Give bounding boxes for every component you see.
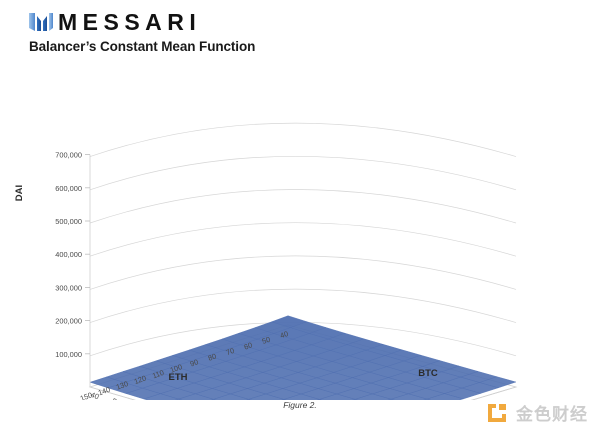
messari-m-logo-icon bbox=[29, 13, 53, 31]
svg-text:60: 60 bbox=[243, 340, 254, 351]
svg-text:40: 40 bbox=[89, 390, 100, 400]
svg-text:400,000: 400,000 bbox=[55, 250, 82, 259]
svg-text:500,000: 500,000 bbox=[55, 217, 82, 226]
svg-text:70: 70 bbox=[225, 346, 236, 357]
svg-text:200,000: 200,000 bbox=[55, 317, 82, 326]
svg-text:50: 50 bbox=[261, 335, 272, 346]
svg-text:100,000: 100,000 bbox=[55, 350, 82, 359]
svg-text:40: 40 bbox=[279, 329, 290, 340]
svg-text:150: 150 bbox=[79, 390, 94, 400]
svg-text:100: 100 bbox=[169, 362, 184, 375]
messari-brand: MESSARI bbox=[28, 6, 201, 38]
svg-text:110: 110 bbox=[151, 368, 165, 380]
svg-text:DAI: DAI bbox=[14, 185, 25, 201]
svg-text:90: 90 bbox=[189, 357, 200, 368]
watermark-text: 金色财经 bbox=[516, 405, 588, 424]
svg-text:50: 50 bbox=[111, 396, 122, 400]
figure-caption: Figure 2. bbox=[283, 400, 317, 410]
page-title: Balancer’s Constant Mean Function bbox=[29, 39, 256, 54]
svg-text:700,000: 700,000 bbox=[55, 151, 82, 160]
surface-chart: 100,000 200,000 300,000 400,000 500,000 600,0… bbox=[14, 122, 518, 400]
jinse-bracket-logo-icon bbox=[488, 403, 506, 422]
svg-text:ETH: ETH bbox=[169, 372, 188, 383]
chart-gridlines bbox=[88, 122, 518, 400]
svg-text:140: 140 bbox=[97, 385, 112, 398]
svg-text:BTC: BTC bbox=[418, 368, 438, 379]
svg-text:120: 120 bbox=[133, 373, 148, 386]
surface-mesh bbox=[89, 315, 517, 400]
chart-tick-labels: 100,000 200,000 300,000 400,000 500,000 600,0… bbox=[14, 151, 438, 400]
jinse-watermark: 金色财经 bbox=[485, 400, 588, 425]
chart-axes bbox=[89, 154, 517, 400]
brand-wordmark: MESSARI bbox=[58, 8, 202, 35]
svg-text:130: 130 bbox=[115, 379, 130, 392]
svg-text:300,000: 300,000 bbox=[55, 283, 82, 292]
svg-text:80: 80 bbox=[207, 352, 218, 363]
svg-text:600,000: 600,000 bbox=[55, 184, 82, 193]
